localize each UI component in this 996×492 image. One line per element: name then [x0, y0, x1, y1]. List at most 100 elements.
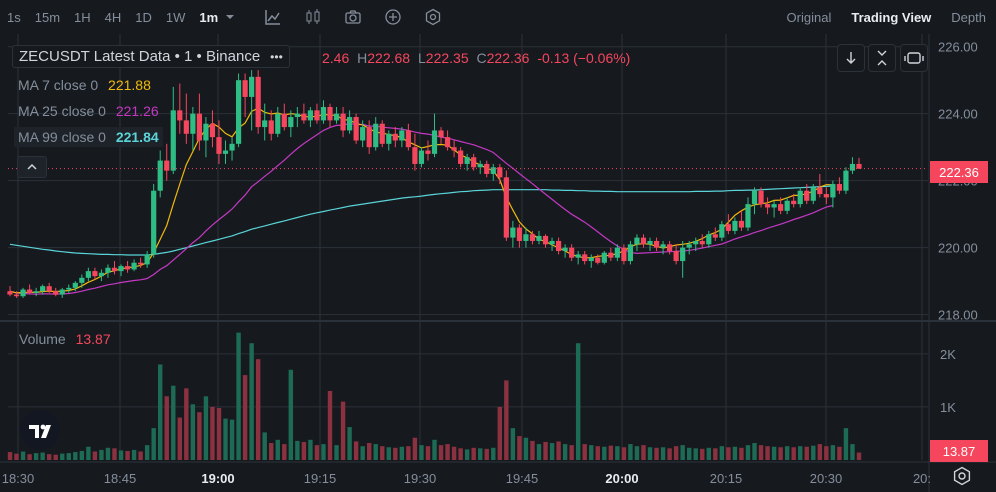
candle-body	[373, 123, 379, 148]
time-tick-label: 20:00	[605, 471, 638, 486]
volume-bar	[33, 453, 39, 460]
volume-bar	[451, 446, 457, 460]
volume-legend[interactable]: Volume 13.87	[19, 331, 111, 347]
ma7-legend[interactable]: MA 7 close 0 221.88	[14, 75, 155, 95]
collapse-legend-button[interactable]	[17, 156, 47, 178]
add-indicator-icon[interactable]	[384, 8, 402, 26]
view-original[interactable]: Original	[786, 9, 832, 25]
settings-hex-icon[interactable]	[424, 8, 442, 26]
timeframe-1s[interactable]: 1s	[7, 9, 21, 25]
chevron-down-icon[interactable]	[225, 8, 235, 26]
timeframe-15m[interactable]: 15m	[34, 9, 61, 25]
volume-bar	[125, 450, 130, 460]
collapse-pane-button[interactable]	[868, 44, 896, 72]
candle-body	[242, 80, 248, 97]
view-depth[interactable]: Depth	[951, 9, 986, 25]
price-tick-label: 224.00	[938, 107, 978, 122]
tradingview-logo[interactable]	[20, 410, 60, 450]
candle-body	[686, 244, 692, 248]
time-tick-label: 18:45	[104, 471, 137, 486]
candle-body	[555, 240, 562, 252]
volume-bar	[687, 447, 692, 460]
candle-body	[327, 106, 333, 121]
scroll-down-button[interactable]	[837, 44, 865, 72]
symbol-title-box[interactable]: ZECUSDT Latest Data • 1 • Binance •••	[12, 45, 290, 68]
ma25-label: MA 25 close 0	[18, 103, 106, 119]
view-trading-view[interactable]: Trading View	[851, 9, 932, 25]
more-options-icon[interactable]: •••	[270, 49, 283, 64]
volume-bar	[262, 432, 267, 460]
candle-body	[588, 257, 594, 262]
volume-bar	[7, 452, 13, 460]
camera-icon[interactable]	[344, 8, 362, 26]
candle-body	[431, 130, 438, 154]
volume-bar	[771, 446, 777, 460]
chart-settings-gear-icon[interactable]	[952, 466, 972, 486]
price-chart[interactable]: 226.00224.00222.00220.00218.002K1K18:301…	[0, 34, 996, 492]
symbol-title: ZECUSDT Latest Data • 1 • Binance	[19, 48, 261, 65]
volume-bar	[530, 440, 535, 460]
candle-body	[497, 167, 503, 178]
top-toolbar: 1s 15m 1H 4H 1D 1W 1m Original Trading V…	[0, 0, 996, 34]
candle-body	[621, 247, 627, 262]
candle-body	[105, 267, 111, 273]
volume-bar	[732, 446, 738, 460]
candle-body	[98, 272, 105, 277]
volume-bar	[628, 444, 633, 460]
ma99-legend[interactable]: MA 99 close 0 221.84	[14, 127, 163, 147]
volume-tick-label: 2K	[940, 347, 956, 362]
volume-bar	[27, 454, 32, 460]
volume-bar	[53, 454, 58, 460]
volume-bar	[269, 443, 274, 460]
volume-bar	[491, 447, 496, 460]
maximize-icon	[904, 52, 924, 64]
volume-bar	[99, 449, 104, 460]
price-tick-label: 218.00	[938, 308, 978, 323]
volume-bar	[856, 452, 862, 460]
candle-body	[653, 240, 660, 248]
candle-body	[791, 200, 797, 205]
volume-bar	[824, 446, 829, 460]
volume-bar	[60, 453, 65, 460]
candle-body	[699, 240, 705, 245]
volume-bar	[693, 448, 698, 460]
candle-body	[680, 247, 686, 262]
candle-body	[379, 123, 385, 144]
candle-body	[575, 254, 581, 258]
volume-bar	[210, 406, 215, 460]
volume-bar	[419, 445, 424, 460]
ohlc-readout: 2.46 H222.68 L222.35 C222.36 -0.13 (−0.0…	[322, 50, 630, 66]
timeframe-4h[interactable]: 4H	[104, 9, 122, 25]
ma25-legend[interactable]: MA 25 close 0 221.26	[14, 101, 163, 121]
volume-bar	[386, 447, 391, 460]
timeframe-1h[interactable]: 1H	[74, 9, 91, 25]
candle-body	[536, 235, 542, 241]
timeframe-1m-dropdown[interactable]: 1m	[199, 9, 219, 25]
candle-body	[444, 137, 451, 148]
candle-body	[542, 235, 549, 245]
candle-body	[209, 123, 216, 138]
line-chart-icon[interactable]	[264, 8, 282, 26]
low-label: L	[417, 50, 426, 66]
volume-bar	[190, 404, 196, 460]
candle-body	[601, 252, 607, 263]
candle-body	[712, 234, 718, 238]
timeframe-1d[interactable]: 1D	[135, 9, 152, 25]
timeframe-1w[interactable]: 1W	[165, 9, 186, 25]
chevron-up-icon	[27, 163, 37, 170]
last-price-tag: 222.36	[930, 161, 988, 183]
candle-body	[843, 170, 849, 191]
volume-bar	[784, 446, 790, 460]
candle-body	[758, 190, 764, 205]
volume-bar	[549, 443, 555, 460]
candle-body	[418, 150, 425, 164]
candle-body	[647, 240, 653, 245]
candle-body	[732, 220, 738, 231]
candle-body	[797, 190, 803, 205]
volume-bar	[171, 385, 176, 460]
volume-bar	[739, 447, 744, 460]
maximize-pane-button[interactable]	[900, 44, 928, 72]
volume-bar	[236, 332, 241, 460]
candle-body	[804, 190, 810, 201]
candlestick-icon[interactable]	[304, 8, 322, 26]
